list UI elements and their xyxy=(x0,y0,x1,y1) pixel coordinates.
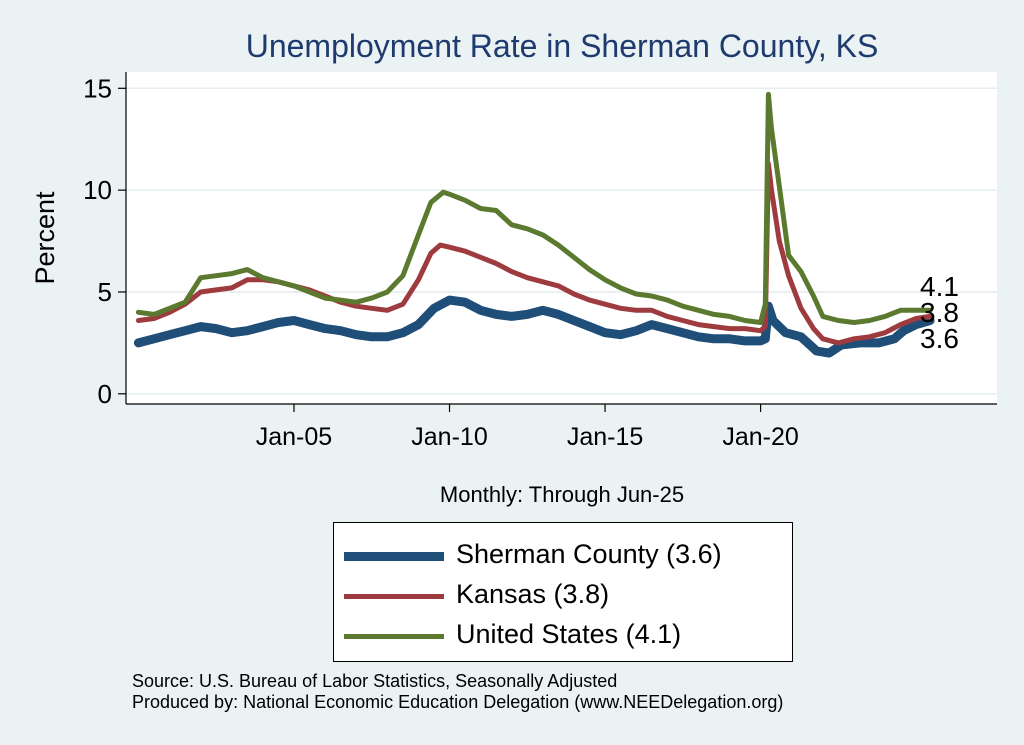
legend-swatch-kansas xyxy=(344,594,444,599)
legend-label-us: United States (4.1) xyxy=(456,619,682,649)
legend-swatch-us xyxy=(344,634,444,639)
legend-label-sherman: Sherman County (3.6) xyxy=(456,539,722,569)
legend-item-sherman: Sherman County (3.6) xyxy=(334,535,792,575)
legend-item-us: United States (4.1) xyxy=(334,615,792,655)
x-tick-label: Jan-05 xyxy=(256,423,332,451)
x-tick-label: Jan-15 xyxy=(567,423,643,451)
produced-line: Produced by: National Economic Education… xyxy=(132,692,784,712)
x-axis-label: Monthly: Through Jun-25 xyxy=(440,482,684,507)
legend-label-kansas: Kansas (3.8) xyxy=(456,579,610,609)
y-tick-label: 5 xyxy=(98,277,112,307)
x-tick-label: Jan-20 xyxy=(722,423,798,451)
legend-swatch-sherman xyxy=(344,552,444,561)
series-line-united-states xyxy=(135,91,933,325)
end-value-label: 3.6 xyxy=(920,323,959,354)
y-tick-label: 10 xyxy=(83,175,112,205)
legend: Sherman County (3.6) Kansas (3.8) United… xyxy=(333,522,793,662)
end-value-label: 4.1 xyxy=(920,271,959,302)
end-value-label: 3.8 xyxy=(920,297,959,328)
plot-area xyxy=(126,72,997,404)
series-line-sherman-county xyxy=(133,295,935,358)
legend-item-kansas: Kansas (3.8) xyxy=(334,575,792,615)
source-line: Source: U.S. Bureau of Labor Statistics,… xyxy=(132,671,618,691)
x-tick-label: Jan-10 xyxy=(411,423,487,451)
y-tick-label: 0 xyxy=(98,379,112,409)
y-tick-label: 15 xyxy=(83,73,112,103)
y-axis-label: Percent xyxy=(30,191,60,285)
source-note: Source: U.S. Bureau of Labor Statistics,… xyxy=(132,671,783,713)
chart-title: Unemployment Rate in Sherman County, KS xyxy=(246,28,879,64)
